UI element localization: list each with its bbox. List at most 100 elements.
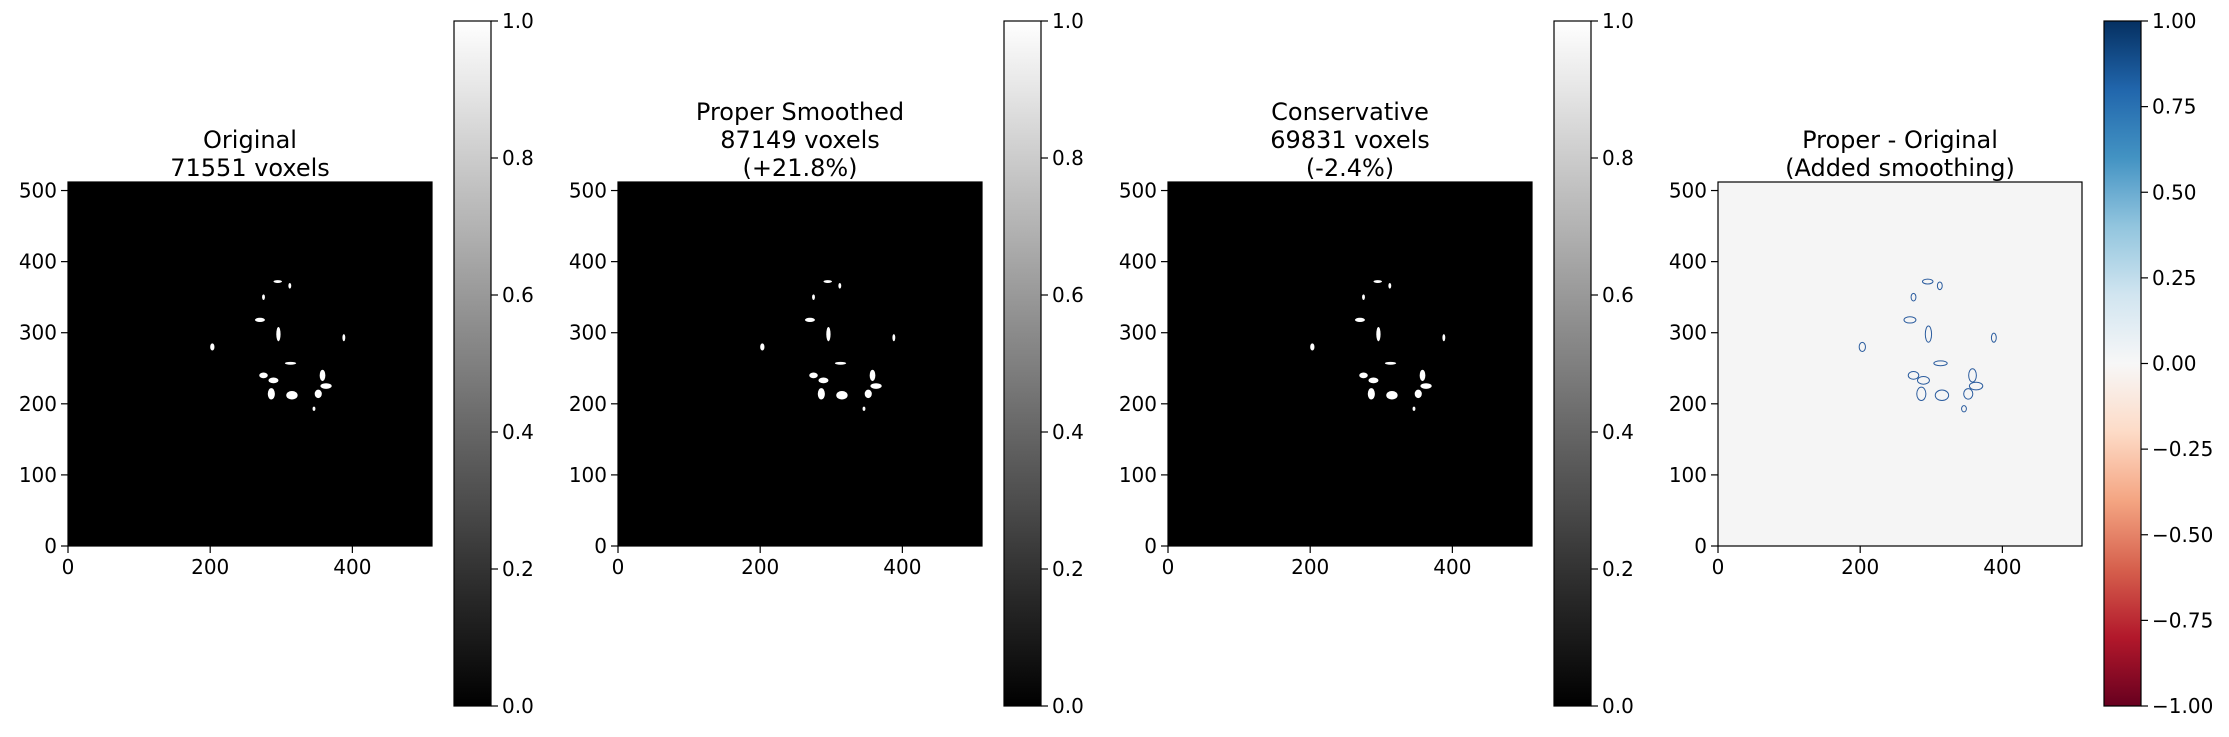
y-tick-label: 200 xyxy=(1119,392,1157,416)
mask-region-13 xyxy=(869,369,876,382)
mask-region-8 xyxy=(1384,361,1397,365)
colorbar-tick-label: 0.6 xyxy=(502,283,534,307)
x-tick-label: 400 xyxy=(333,555,371,579)
mask-region-6 xyxy=(1376,327,1381,342)
mask-region-4 xyxy=(262,294,265,301)
x-tick-label: 200 xyxy=(741,555,779,579)
title-line-1: Conservative xyxy=(1271,98,1429,126)
mask-region-1 xyxy=(1310,343,1315,351)
image-background xyxy=(68,182,432,546)
y-tick-label: 400 xyxy=(19,250,57,274)
colorbar-tick-label: 0.0 xyxy=(1052,694,1084,718)
x-tick-label: 400 xyxy=(883,555,921,579)
mask-region-5 xyxy=(1903,316,1917,324)
mask-region-12 xyxy=(1386,391,1398,400)
y-tick-label: 500 xyxy=(19,179,57,203)
mask-region-14 xyxy=(320,383,332,389)
mask-region-3 xyxy=(288,282,292,289)
colorbar-tick-label: 0.00 xyxy=(2152,352,2197,376)
y-tick-label: 400 xyxy=(1119,250,1157,274)
colorbar-tick-label: 1.0 xyxy=(1602,9,1634,33)
title-line-1: Proper Smoothed xyxy=(696,98,904,126)
subplot-3: 0 200 400 0 100 200 300 400 500 Conservative69831… xyxy=(1119,9,1634,718)
mask-region-7 xyxy=(342,334,346,342)
mask-region-4 xyxy=(1910,292,1917,302)
mask-region-2 xyxy=(1373,280,1382,283)
colorbar-tick-label: 0.25 xyxy=(2152,266,2197,290)
title-line-3: (+21.8%) xyxy=(742,154,857,182)
colorbar-tick-label: −0.50 xyxy=(2152,523,2213,547)
mask-region-9 xyxy=(809,372,818,379)
mask-region-15 xyxy=(1414,389,1422,399)
mask-region-11 xyxy=(1916,386,1927,402)
colorbar xyxy=(2103,20,2142,707)
mask-region-12 xyxy=(836,391,848,400)
colorbar-tick-label: 0.4 xyxy=(1052,420,1084,444)
title-line-2: 71551 voxels xyxy=(170,154,330,182)
mask-region-5 xyxy=(254,317,265,323)
mask-region-14 xyxy=(870,383,882,389)
mask-region-3 xyxy=(838,282,842,289)
mask-region-16 xyxy=(862,406,866,411)
image-background xyxy=(1718,182,2082,546)
y-tick-label: 200 xyxy=(19,392,57,416)
x-tick-label: 200 xyxy=(191,555,229,579)
y-tick-label: 500 xyxy=(1119,179,1157,203)
y-tick-label: 100 xyxy=(1669,463,1707,487)
mask-region-4 xyxy=(812,294,815,301)
mask-region-12 xyxy=(286,391,298,400)
mask-region-9 xyxy=(1907,371,1920,380)
y-tick-label: 300 xyxy=(569,321,607,345)
colorbar-tick-label: 0.8 xyxy=(502,146,534,170)
mask-region-13 xyxy=(319,369,326,382)
mask-region-7 xyxy=(1990,332,1997,343)
mask-region-11 xyxy=(1367,388,1375,400)
colorbar-tick-label: −0.25 xyxy=(2152,437,2213,461)
colorbar-tick-label: 0.0 xyxy=(502,694,534,718)
mask-region-6 xyxy=(276,327,281,342)
mask-region-11 xyxy=(267,388,275,400)
mask-region-8 xyxy=(834,361,847,365)
y-tick-label: 200 xyxy=(569,392,607,416)
axes-frame xyxy=(1167,181,1533,547)
mask-region-1 xyxy=(1858,341,1866,352)
mask-region-3 xyxy=(1388,282,1392,289)
colorbar xyxy=(453,20,492,707)
colorbar-tick-label: −1.00 xyxy=(2152,694,2213,718)
mask-region-2 xyxy=(823,280,832,283)
colorbar-tick-label: 0.8 xyxy=(1602,146,1634,170)
title-line-2: 69831 voxels xyxy=(1270,126,1430,154)
colorbar-tick-label: 0.2 xyxy=(1602,557,1634,581)
y-tick-label: 200 xyxy=(1669,392,1707,416)
mask-region-10 xyxy=(1368,377,1379,384)
mask-region-11 xyxy=(817,388,825,400)
mask-region-14 xyxy=(1420,383,1432,389)
mask-region-9 xyxy=(1359,372,1368,379)
y-tick-label: 100 xyxy=(1119,463,1157,487)
y-tick-label: 300 xyxy=(19,321,57,345)
image-background xyxy=(1168,182,1532,546)
mask-region-16 xyxy=(312,406,316,411)
mask-region-3 xyxy=(1936,281,1943,291)
mask-region-13 xyxy=(1419,369,1426,382)
x-tick-label: 200 xyxy=(1841,555,1879,579)
x-tick-label: 0 xyxy=(62,555,75,579)
colorbar-tick-label: 1.0 xyxy=(502,9,534,33)
mask-region-16 xyxy=(1961,405,1967,413)
colorbar-tick-label: 0.4 xyxy=(1602,420,1634,444)
x-tick-label: 400 xyxy=(1433,555,1471,579)
mask-region-4 xyxy=(1362,294,1365,301)
subplot-4: 0 200 400 0 100 200 300 400 500 Proper - Original… xyxy=(1669,9,2213,718)
y-tick-label: 300 xyxy=(1119,321,1157,345)
mask-region-2 xyxy=(273,280,282,283)
colorbar-tick-label: 0.75 xyxy=(2152,95,2197,119)
axes-frame xyxy=(67,181,433,547)
mask-region-12 xyxy=(1934,389,1950,402)
y-tick-label: 300 xyxy=(1669,321,1707,345)
mask-region-7 xyxy=(1442,334,1446,342)
axes-frame xyxy=(617,181,983,547)
mask-region-16 xyxy=(1412,406,1416,411)
